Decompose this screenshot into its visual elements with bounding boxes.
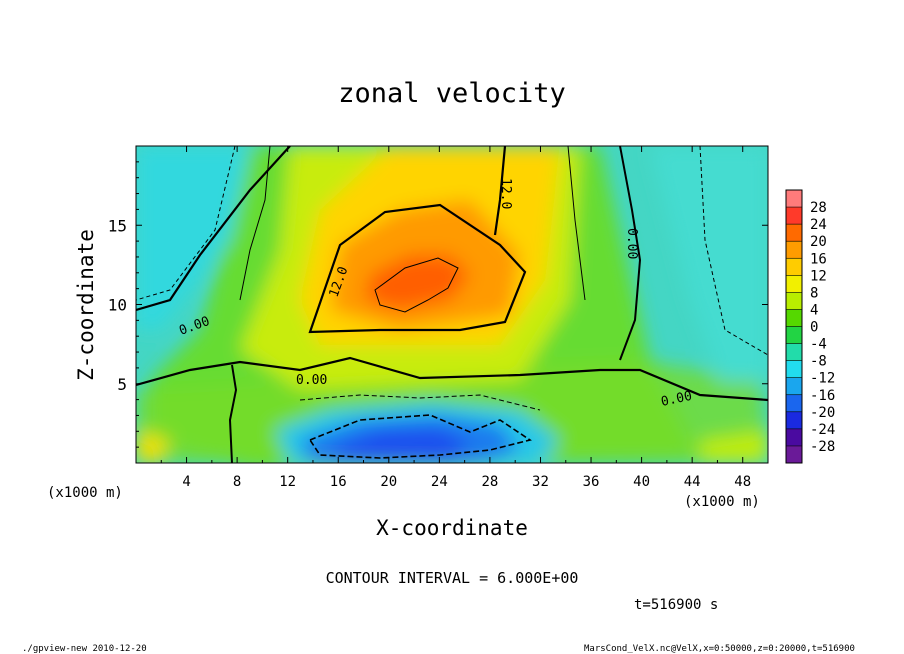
colorbar-swatch [786, 377, 802, 395]
y-tick-label: 10 [108, 296, 127, 315]
contour-18 [374, 257, 459, 313]
x-tick-label: 16 [330, 474, 347, 490]
colorbar-swatch [786, 224, 802, 242]
x-unit-label: (x1000 m) [684, 494, 760, 510]
colorbar-label: 16 [810, 251, 827, 267]
colorbar-label: 0 [810, 320, 818, 336]
colorbar-label: 8 [810, 285, 818, 301]
colorbar-swatch [786, 275, 802, 293]
velocity-field [136, 146, 768, 463]
contour-12 [308, 203, 527, 334]
x-tick-label: 4 [182, 474, 190, 490]
colorbar-swatch [786, 207, 802, 225]
x-tick-label: 28 [481, 474, 498, 490]
contour-neg6-right [699, 146, 768, 356]
colorbar-label: 28 [810, 200, 827, 216]
colorbar-label: -16 [810, 388, 835, 404]
contour-0-left [136, 146, 291, 312]
colorbar-label: -20 [810, 405, 835, 421]
colorbar-label: 4 [810, 302, 818, 318]
colorbar-swatch [786, 326, 802, 344]
x-tick-label: 36 [583, 474, 600, 490]
footer-right: MarsCond_VelX.nc@VelX,x=0:50000,z=0:2000… [584, 644, 855, 654]
colorbar-swatch [786, 343, 802, 361]
colorbar-swatch [786, 360, 802, 378]
contour-neg12 [308, 414, 532, 459]
colorbar-swatch [786, 190, 802, 208]
colorbar-label: -4 [810, 337, 827, 353]
contour-lines [136, 146, 768, 463]
contour-6-left [239, 146, 271, 301]
contour-neg6 [299, 394, 541, 411]
colorbar-swatch [786, 309, 802, 327]
colorbar-label: -12 [810, 371, 835, 387]
time-label: t=516900 s [634, 597, 718, 613]
x-axis-label: X-coordinate [376, 516, 528, 540]
y-tick-label: 5 [117, 375, 127, 394]
x-tick-label: 40 [633, 474, 650, 490]
colorbar-swatch [786, 258, 802, 276]
x-tick-label: 8 [233, 474, 241, 490]
x-tick-label: 32 [532, 474, 549, 490]
colorbar-swatch [786, 292, 802, 310]
contour-0-bottom [228, 364, 238, 463]
x-tick-label: 44 [684, 474, 701, 490]
contour-label-0-right-vert: 0.00 [624, 228, 639, 259]
footer-left: ./gpview-new 2010-12-20 [22, 644, 147, 654]
contour-label-0-right: 0.00 [660, 389, 694, 410]
colorbar-swatch [786, 241, 802, 259]
colorbar-label: -8 [810, 354, 827, 370]
contour-0-lower [136, 356, 768, 402]
colorbar-swatch [786, 411, 802, 429]
x-axis: 4 8 12 16 20 24 28 32 36 40 44 48 [160, 146, 751, 490]
colorbar-swatch [786, 428, 802, 446]
contour-12-top [493, 146, 507, 236]
contour-neg6-left [136, 146, 236, 301]
y-unit-label: (x1000 m) [47, 485, 123, 501]
x-tick-label: 48 [734, 474, 751, 490]
x-tick-label: 24 [431, 474, 448, 490]
colorbar-label: 20 [810, 234, 827, 250]
contour-interval-label: CONTOUR INTERVAL = 6.000E+00 [326, 569, 579, 587]
colorbar-swatch [786, 445, 802, 463]
contour-label-0-mid: 0.00 [296, 373, 327, 388]
y-axis: 5 10 15 [108, 161, 768, 448]
colorbar-label: -24 [810, 422, 835, 438]
colorbar-label: 24 [810, 217, 827, 233]
colorbar-swatch [786, 394, 802, 412]
colorbar-label: -28 [810, 439, 835, 455]
y-tick-label: 15 [108, 216, 127, 235]
contour-0-right [619, 146, 642, 361]
contour-6-right [567, 146, 586, 301]
contour-label-12-top: 12.0 [498, 178, 513, 209]
x-tick-label: 12 [279, 474, 296, 490]
plot-area: 12.0 12.0 0.00 0.00 0.00 0.00 [136, 146, 768, 463]
colorbar-label: 12 [810, 268, 827, 284]
x-tick-label: 20 [380, 474, 397, 490]
y-axis-label: Z-coordinate [74, 229, 98, 381]
chart-title: zonal velocity [338, 78, 566, 109]
